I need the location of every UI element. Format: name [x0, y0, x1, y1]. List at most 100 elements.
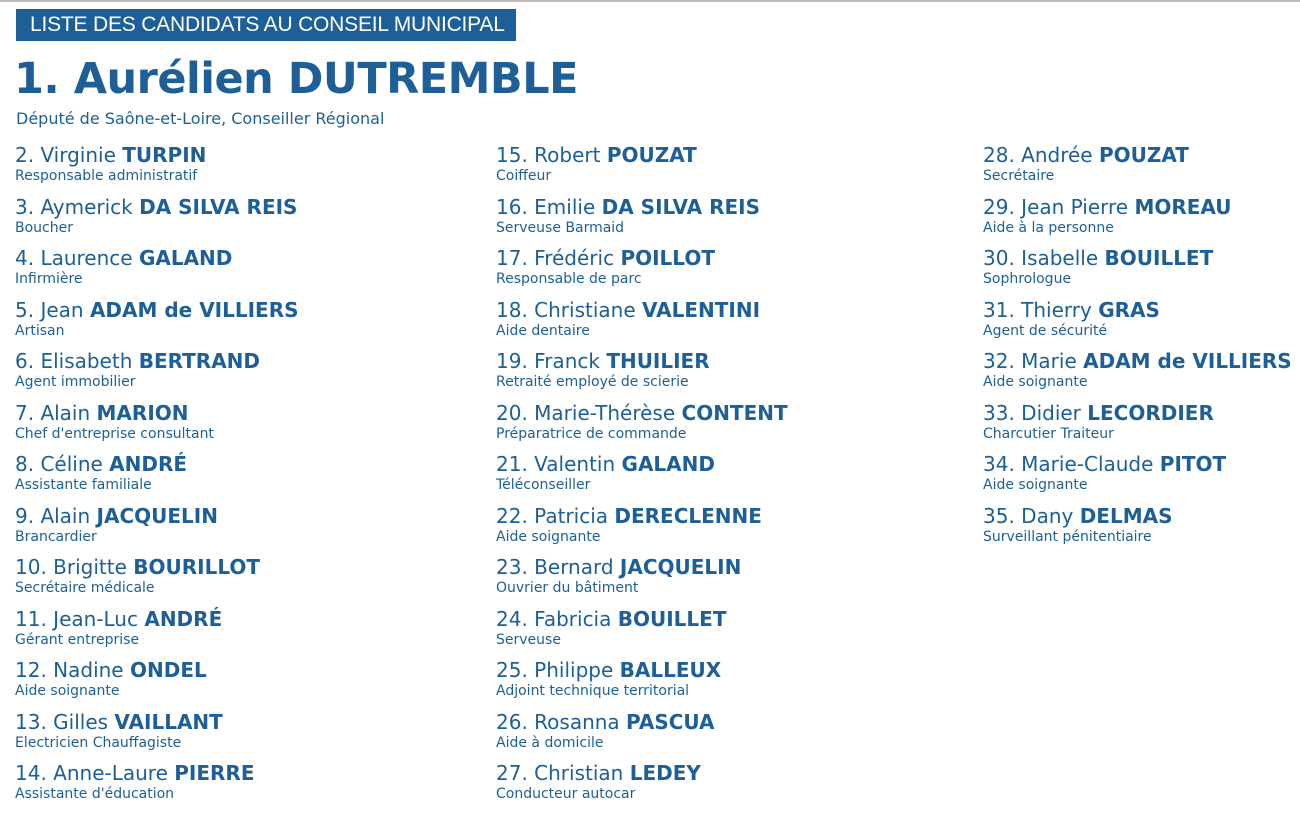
candidate-name: 4. Laurence GALAND [15, 245, 299, 271]
candidate-first-name: 29. Jean Pierre [983, 194, 1129, 219]
candidate-entry: 8. Céline ANDRÉ Assistante familiale [15, 451, 299, 503]
candidate-last-name: MOREAU [1134, 194, 1232, 219]
candidate-last-name: BOUILLET [1104, 246, 1214, 270]
candidate-name: 8. Céline ANDRÉ [15, 451, 299, 477]
candidate-entry: 20. Marie-Thérèse CONTENT Préparatrice de… [496, 400, 788, 452]
candidate-first-name: 27. Christian [496, 761, 624, 785]
candidate-last-name: PASCUA [626, 709, 715, 734]
candidate-name: 15. Robert POUZAT [496, 142, 788, 168]
candidate-name: 9. Alain JACQUELIN [15, 503, 299, 529]
candidate-entry: 28. Andrée POUZAT Secrétaire [983, 142, 1292, 194]
candidate-last-name: POILLOT [620, 246, 715, 270]
candidate-last-name: GRAS [1098, 297, 1160, 322]
candidate-name: 10. Brigitte BOURILLOT [15, 554, 299, 580]
candidate-last-name: LEDEY [629, 761, 701, 785]
candidate-last-name: BOURILLOT [133, 555, 261, 579]
candidate-occupation: Assistante familiale [15, 477, 152, 493]
candidate-entry: 24. Fabricia BOUILLET Serveuse [496, 606, 788, 658]
candidate-last-name: MARION [96, 400, 189, 425]
candidate-entry: 21. Valentin GALAND Téléconseiller [496, 451, 788, 503]
candidate-name: 20. Marie-Thérèse CONTENT [496, 400, 788, 426]
candidate-first-name: 31. Thierry [983, 297, 1092, 322]
candidate-last-name: PIERRE [174, 761, 255, 785]
candidate-name: 27. Christian LEDEY [496, 760, 788, 786]
candidate-last-name: POUZAT [1098, 143, 1189, 167]
candidate-last-name: POUZAT [606, 143, 697, 167]
candidate-entry: 12. Nadine ONDEL Aide soignante [15, 657, 299, 709]
candidate-occupation: Brancardier [15, 528, 97, 545]
candidate-first-name: 28. Andrée [983, 143, 1093, 167]
candidate-name: 24. Fabricia BOUILLET [496, 606, 788, 632]
candidate-entry: 15. Robert POUZAT Coiffeur [496, 142, 788, 194]
candidate-name: 34. Marie-Claude PITOT [983, 451, 1292, 477]
candidate-occupation: Surveillant pénitentiaire [983, 528, 1152, 545]
candidate-name: 35. Dany DELMAS [983, 503, 1292, 529]
candidate-name: 33. Didier LECORDIER [983, 400, 1292, 426]
candidate-entry: 34. Marie-Claude PITOT Aide soignante [983, 451, 1292, 503]
candidate-entry: 17. Frédéric POILLOT Responsable de parc [496, 245, 788, 297]
candidate-occupation: Sophrologue [983, 271, 1072, 287]
candidate-name: 18. Christiane VALENTINI [496, 297, 788, 323]
candidate-entry: 19. Franck THUILIER Retraité employé de s… [496, 348, 788, 400]
list-banner: LISTE DES CANDIDATS AU CONSEIL MUNICIPAL [16, 9, 516, 41]
candidate-name: 30. Isabelle BOUILLET [983, 245, 1292, 271]
candidate-name: 11. Jean-Luc ANDRÉ [15, 606, 299, 632]
candidate-occupation: Agent de sécurité [983, 322, 1108, 339]
candidate-occupation: Gérant entreprise [15, 631, 140, 648]
candidate-column-2: 15. Robert POUZAT Coiffeur 16. Emilie DA S… [496, 142, 788, 812]
candidate-first-name: 18. Christiane [496, 297, 636, 322]
candidate-name: 21. Valentin GALAND [496, 451, 788, 477]
candidate-first-name: 2. Virginie [15, 143, 116, 167]
candidate-last-name: ADAM de VILLIERS [89, 297, 299, 322]
candidate-name: 3. Aymerick DA SILVA REIS [15, 194, 299, 220]
candidate-entry: 27. Christian LEDEY Conducteur autocar [496, 760, 788, 812]
candidate-occupation: Coiffeur [496, 168, 552, 184]
candidate-last-name: PITOT [1159, 452, 1227, 476]
candidate-last-name: BALLEUX [619, 658, 722, 682]
candidate-occupation: Boucher [15, 219, 73, 236]
candidate-occupation: Electricien Chauffagiste [15, 734, 182, 751]
candidate-column-1: 2. Virginie TURPIN Responsable administra… [15, 142, 299, 812]
candidate-last-name: VAILLANT [114, 709, 223, 734]
candidate-last-name: GALAND [138, 246, 233, 270]
candidate-entry: 25. Philippe BALLEUX Adjoint technique te… [496, 657, 788, 709]
candidate-last-name: JACQUELIN [96, 503, 218, 528]
candidate-occupation: Secrétaire [983, 168, 1055, 184]
candidate-entry: 14. Anne-Laure PIERRE Assistante d'éducat… [15, 760, 299, 812]
candidate-first-name: 3. Aymerick [15, 194, 133, 219]
candidate-name: 26. Rosanna PASCUA [496, 709, 788, 735]
candidate-last-name: VALENTINI [642, 297, 761, 322]
candidate-last-name: CONTENT [681, 400, 788, 425]
candidate-entry: 3. Aymerick DA SILVA REIS Boucher [15, 194, 299, 246]
candidate-first-name: 35. Dany [983, 503, 1074, 528]
candidate-occupation: Aide soignante [983, 477, 1088, 493]
candidate-last-name: BOUILLET [617, 606, 727, 631]
candidate-last-name: JACQUELIN [619, 555, 742, 579]
candidate-column-3: 28. Andrée POUZAT Secrétaire 29. Jean Pier… [983, 142, 1292, 554]
candidate-occupation: Préparatrice de commande [496, 425, 687, 442]
candidate-first-name: 34. Marie-Claude [983, 452, 1154, 476]
candidate-occupation: Retraité employé de scierie [496, 374, 689, 390]
candidate-name: 6. Elisabeth BERTRAND [15, 348, 299, 374]
candidate-first-name: 10. Brigitte [15, 555, 127, 579]
candidate-first-name: 26. Rosanna [496, 709, 620, 734]
candidate-name: 16. Emilie DA SILVA REIS [496, 194, 788, 220]
candidate-entry: 18. Christiane VALENTINI Aide dentaire [496, 297, 788, 349]
candidate-occupation: Responsable de parc [496, 271, 642, 287]
candidate-first-name: 5. Jean [15, 297, 84, 322]
candidate-name: 14. Anne-Laure PIERRE [15, 760, 299, 786]
candidate-occupation: Agent immobilier [15, 374, 136, 390]
candidate-occupation: Infirmière [15, 271, 83, 287]
candidate-name: 29. Jean Pierre MOREAU [983, 194, 1292, 220]
candidate-entry: 2. Virginie TURPIN Responsable administra… [15, 142, 299, 194]
candidate-occupation: Aide soignante [15, 683, 120, 699]
candidate-last-name: BERTRAND [138, 349, 261, 373]
candidate-entry: 22. Patricia DERECLENNE Aide soignante [496, 503, 788, 555]
candidate-name: 17. Frédéric POILLOT [496, 245, 788, 271]
candidate-first-name: 16. Emilie [496, 194, 596, 219]
candidate-name: 13. Gilles VAILLANT [15, 709, 299, 735]
candidate-first-name: 17. Frédéric [496, 246, 615, 270]
candidate-entry: 32. Marie ADAM de VILLIERS Aide soignante [983, 348, 1292, 400]
candidate-entry: 4. Laurence GALAND Infirmière [15, 245, 299, 297]
candidate-occupation: Adjoint technique territorial [496, 683, 690, 699]
